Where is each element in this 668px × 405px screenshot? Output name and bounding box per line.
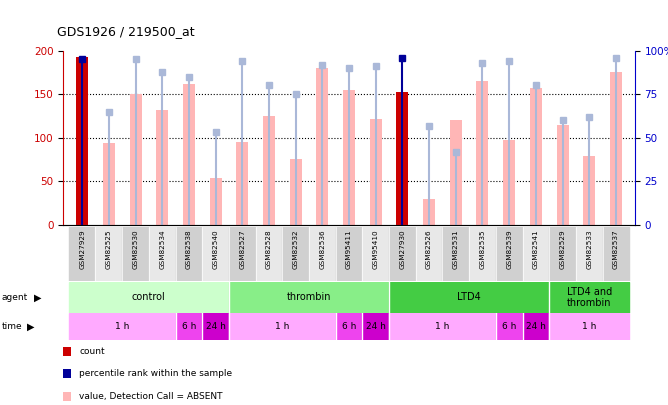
Text: count: count (79, 347, 105, 356)
Text: GSM82525: GSM82525 (106, 230, 112, 269)
Text: 6 h: 6 h (342, 322, 356, 331)
Text: GSM95410: GSM95410 (373, 230, 379, 269)
Text: GSM82535: GSM82535 (480, 230, 486, 269)
Text: thrombin: thrombin (287, 292, 331, 303)
Bar (343, 90, 355, 225)
Text: ▶: ▶ (27, 322, 34, 332)
Bar (476, 81, 488, 225)
Text: control: control (132, 292, 166, 303)
Bar (496, 227, 522, 281)
Text: 1 h: 1 h (115, 322, 130, 331)
Text: GSM82533: GSM82533 (587, 230, 593, 269)
Text: LTD4: LTD4 (458, 292, 481, 303)
Text: 24 h: 24 h (206, 322, 226, 331)
Bar (469, 227, 496, 281)
Text: GSM82538: GSM82538 (186, 230, 192, 269)
Text: GSM27930: GSM27930 (399, 230, 405, 269)
Bar (442, 227, 469, 281)
Bar (103, 143, 115, 225)
Bar (69, 313, 176, 340)
Bar (362, 313, 389, 340)
Text: 6 h: 6 h (182, 322, 196, 331)
Bar (522, 313, 549, 340)
Bar (610, 72, 622, 225)
Bar (336, 313, 362, 340)
Text: GSM82530: GSM82530 (132, 230, 138, 269)
Text: 1 h: 1 h (275, 322, 289, 331)
Text: GSM82539: GSM82539 (506, 230, 512, 269)
Text: GSM82536: GSM82536 (319, 230, 325, 269)
Text: GSM82528: GSM82528 (266, 230, 272, 269)
Bar (176, 227, 202, 281)
Bar (183, 84, 195, 225)
Text: GSM82526: GSM82526 (426, 230, 432, 269)
Bar (583, 156, 595, 225)
Text: 1 h: 1 h (436, 322, 450, 331)
Bar (229, 313, 336, 340)
Bar (603, 227, 629, 281)
Text: GSM82541: GSM82541 (533, 230, 539, 269)
Text: GSM82527: GSM82527 (239, 230, 245, 269)
Bar (496, 313, 522, 340)
Bar (263, 116, 275, 225)
Text: GSM82532: GSM82532 (293, 230, 299, 269)
Text: 24 h: 24 h (526, 322, 546, 331)
Text: 24 h: 24 h (366, 322, 385, 331)
Bar (229, 227, 256, 281)
Bar (210, 178, 222, 225)
Text: ▶: ▶ (34, 292, 41, 303)
Bar (122, 227, 149, 281)
Bar (549, 282, 629, 313)
Text: GSM95411: GSM95411 (346, 230, 352, 269)
Text: GSM82540: GSM82540 (212, 230, 218, 269)
Bar (396, 92, 408, 225)
Bar (317, 68, 329, 225)
Text: 1 h: 1 h (582, 322, 597, 331)
Bar (450, 120, 462, 225)
Bar (389, 313, 496, 340)
Text: LTD4 and
thrombin: LTD4 and thrombin (566, 287, 612, 308)
Text: 6 h: 6 h (502, 322, 516, 331)
Bar (423, 199, 435, 225)
Text: value, Detection Call = ABSENT: value, Detection Call = ABSENT (79, 392, 223, 401)
Text: percentile rank within the sample: percentile rank within the sample (79, 369, 232, 378)
Bar (389, 227, 415, 281)
Bar (256, 227, 283, 281)
Bar (69, 227, 96, 281)
Text: GSM27929: GSM27929 (79, 230, 85, 269)
Bar (76, 57, 88, 225)
Bar (290, 160, 302, 225)
Text: GDS1926 / 219500_at: GDS1926 / 219500_at (57, 26, 194, 38)
Bar (336, 227, 362, 281)
Bar (369, 119, 381, 225)
Bar (556, 125, 568, 225)
Text: GSM82529: GSM82529 (560, 230, 566, 269)
Bar (503, 140, 515, 225)
Text: GSM82531: GSM82531 (453, 230, 459, 269)
Bar (415, 227, 442, 281)
Bar (130, 94, 142, 225)
Bar (389, 282, 549, 313)
Bar (236, 142, 248, 225)
Text: GSM82534: GSM82534 (159, 230, 165, 269)
Text: time: time (1, 322, 22, 331)
Bar (549, 227, 576, 281)
Text: agent: agent (1, 293, 27, 302)
Bar (283, 227, 309, 281)
Bar (156, 110, 168, 225)
Bar (96, 227, 122, 281)
Bar (149, 227, 176, 281)
Text: GSM82537: GSM82537 (613, 230, 619, 269)
Bar (176, 313, 202, 340)
Bar (549, 313, 629, 340)
Bar (522, 227, 549, 281)
Bar (202, 313, 229, 340)
Bar (69, 282, 229, 313)
Bar (530, 88, 542, 225)
Bar (202, 227, 229, 281)
Bar (576, 227, 603, 281)
Bar (309, 227, 336, 281)
Bar (362, 227, 389, 281)
Bar (229, 282, 389, 313)
